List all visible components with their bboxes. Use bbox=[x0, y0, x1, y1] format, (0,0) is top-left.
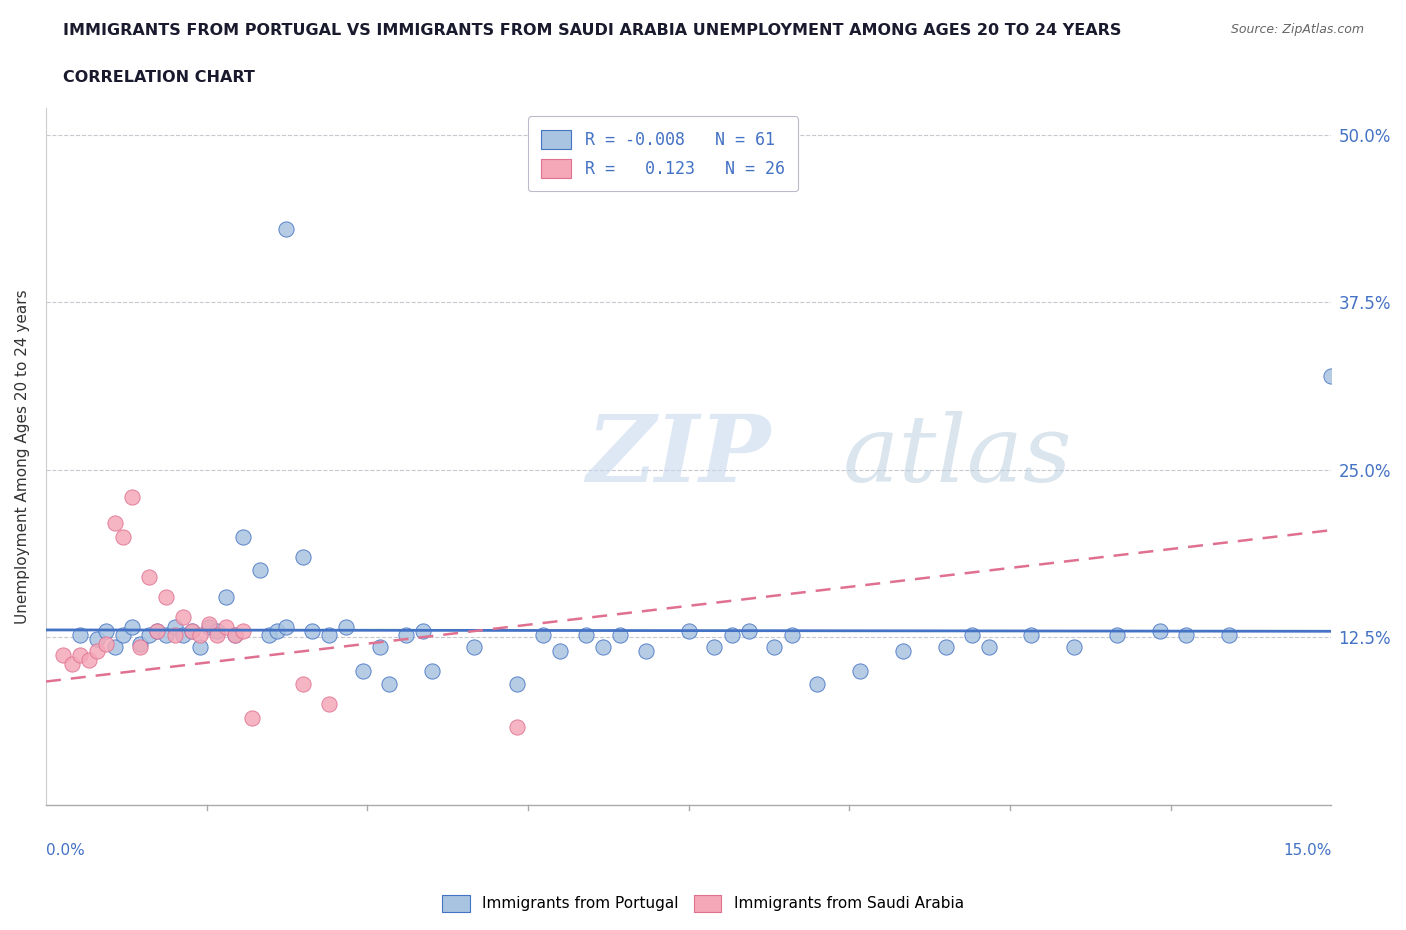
Text: CORRELATION CHART: CORRELATION CHART bbox=[63, 70, 254, 85]
Point bbox=[352, 663, 374, 678]
Point bbox=[463, 639, 485, 654]
Point bbox=[395, 627, 418, 642]
Point bbox=[94, 636, 117, 651]
Point bbox=[634, 644, 657, 658]
Point bbox=[60, 657, 83, 671]
Point bbox=[138, 627, 160, 642]
Point bbox=[94, 623, 117, 638]
Point bbox=[121, 619, 143, 634]
Point bbox=[69, 627, 91, 642]
Point bbox=[960, 627, 983, 642]
Point bbox=[188, 639, 211, 654]
Point bbox=[763, 639, 786, 654]
Point bbox=[531, 627, 554, 642]
Point bbox=[301, 623, 323, 638]
Point bbox=[112, 529, 135, 544]
Point bbox=[146, 623, 169, 638]
Point bbox=[198, 617, 221, 631]
Point bbox=[224, 627, 246, 642]
Point bbox=[138, 569, 160, 584]
Point bbox=[257, 627, 280, 642]
Point bbox=[86, 631, 108, 646]
Point bbox=[103, 516, 125, 531]
Point bbox=[180, 623, 202, 638]
Point bbox=[412, 623, 434, 638]
Legend: R = -0.008   N = 61, R =   0.123   N = 26: R = -0.008 N = 61, R = 0.123 N = 26 bbox=[529, 116, 799, 192]
Point bbox=[1063, 639, 1085, 654]
Point bbox=[849, 663, 872, 678]
Point bbox=[86, 644, 108, 658]
Point bbox=[103, 639, 125, 654]
Point bbox=[232, 623, 254, 638]
Point bbox=[548, 644, 571, 658]
Legend: Immigrants from Portugal, Immigrants from Saudi Arabia: Immigrants from Portugal, Immigrants fro… bbox=[436, 889, 970, 918]
Point bbox=[506, 720, 529, 735]
Point bbox=[232, 529, 254, 544]
Point bbox=[292, 550, 315, 565]
Text: 15.0%: 15.0% bbox=[1284, 844, 1331, 858]
Point bbox=[77, 653, 100, 668]
Point bbox=[121, 489, 143, 504]
Point bbox=[420, 663, 443, 678]
Point bbox=[172, 610, 194, 625]
Point bbox=[52, 647, 75, 662]
Point bbox=[806, 677, 828, 692]
Point bbox=[163, 619, 186, 634]
Point bbox=[215, 619, 238, 634]
Point bbox=[274, 619, 297, 634]
Point bbox=[188, 627, 211, 642]
Point bbox=[1320, 368, 1343, 383]
Point bbox=[249, 563, 271, 578]
Y-axis label: Unemployment Among Ages 20 to 24 years: Unemployment Among Ages 20 to 24 years bbox=[15, 289, 30, 624]
Point bbox=[335, 619, 357, 634]
Point bbox=[129, 636, 152, 651]
Point bbox=[224, 627, 246, 642]
Point bbox=[592, 639, 614, 654]
Point bbox=[1174, 627, 1197, 642]
Point bbox=[215, 590, 238, 604]
Point bbox=[935, 639, 957, 654]
Point bbox=[163, 627, 186, 642]
Point bbox=[155, 627, 177, 642]
Text: 0.0%: 0.0% bbox=[46, 844, 84, 858]
Point bbox=[891, 644, 914, 658]
Point bbox=[266, 623, 288, 638]
Point bbox=[977, 639, 1000, 654]
Point bbox=[112, 627, 135, 642]
Point bbox=[609, 627, 631, 642]
Point bbox=[1149, 623, 1171, 638]
Point bbox=[318, 627, 340, 642]
Point bbox=[575, 627, 598, 642]
Point bbox=[207, 627, 229, 642]
Point bbox=[378, 677, 401, 692]
Point bbox=[155, 590, 177, 604]
Point bbox=[1021, 627, 1043, 642]
Point bbox=[274, 221, 297, 236]
Point bbox=[172, 627, 194, 642]
Point bbox=[198, 619, 221, 634]
Point bbox=[129, 639, 152, 654]
Point bbox=[368, 639, 391, 654]
Point bbox=[292, 677, 315, 692]
Point bbox=[1107, 627, 1129, 642]
Point bbox=[180, 623, 202, 638]
Point bbox=[1218, 627, 1240, 642]
Text: atlas: atlas bbox=[844, 411, 1073, 501]
Point bbox=[703, 639, 725, 654]
Text: Source: ZipAtlas.com: Source: ZipAtlas.com bbox=[1230, 23, 1364, 36]
Point bbox=[737, 623, 759, 638]
Point bbox=[678, 623, 700, 638]
Point bbox=[240, 711, 263, 725]
Point bbox=[720, 627, 742, 642]
Point bbox=[207, 623, 229, 638]
Point bbox=[146, 623, 169, 638]
Point bbox=[506, 677, 529, 692]
Point bbox=[780, 627, 803, 642]
Point bbox=[69, 647, 91, 662]
Point bbox=[318, 697, 340, 711]
Text: IMMIGRANTS FROM PORTUGAL VS IMMIGRANTS FROM SAUDI ARABIA UNEMPLOYMENT AMONG AGES: IMMIGRANTS FROM PORTUGAL VS IMMIGRANTS F… bbox=[63, 23, 1122, 38]
Text: ZIP: ZIP bbox=[586, 411, 770, 501]
